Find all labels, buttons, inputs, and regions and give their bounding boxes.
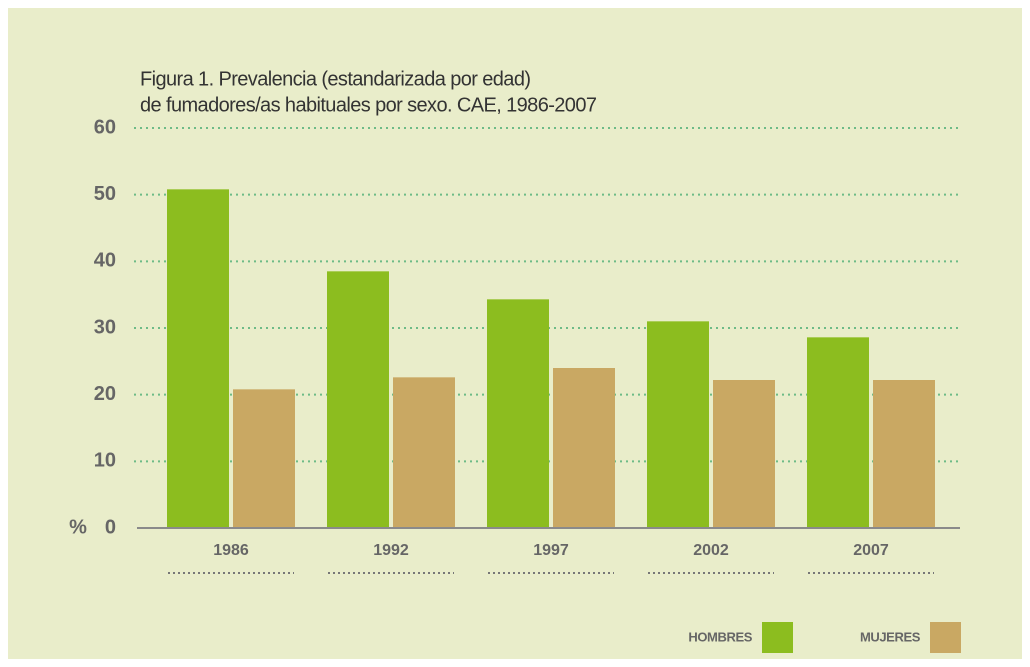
y-axis-label: % — [69, 516, 87, 538]
bar — [393, 377, 455, 528]
chart-title: de fumadores/as habituales por sexo. CAE… — [140, 94, 597, 116]
bar — [487, 299, 549, 528]
y-tick-label: 20 — [94, 383, 116, 405]
legend-swatch — [930, 622, 961, 653]
chart-title: Figura 1. Prevalencia (estandarizada por… — [140, 68, 530, 90]
bar — [327, 271, 389, 528]
bar — [553, 368, 615, 528]
y-tick-label: 0 — [105, 516, 116, 538]
bar — [807, 337, 869, 528]
legend-label: HOMBRES — [688, 629, 752, 644]
bar — [647, 321, 709, 528]
y-tick-label: 50 — [94, 183, 116, 205]
bar — [873, 380, 935, 528]
x-tick-label: 2002 — [693, 542, 729, 559]
bar — [167, 189, 229, 529]
bar — [233, 389, 295, 528]
y-tick-label: 60 — [94, 116, 116, 138]
legend-swatch — [762, 622, 793, 653]
legend-label: MUJERES — [860, 629, 921, 644]
x-tick-label: 1986 — [213, 542, 249, 559]
y-tick-label: 40 — [94, 250, 116, 272]
y-tick-label: 10 — [94, 450, 116, 472]
x-tick-label: 2007 — [853, 542, 889, 559]
x-tick-label: 1997 — [533, 542, 569, 559]
y-tick-label: 30 — [94, 316, 116, 338]
bar — [713, 380, 775, 528]
x-tick-label: 1992 — [373, 542, 409, 559]
